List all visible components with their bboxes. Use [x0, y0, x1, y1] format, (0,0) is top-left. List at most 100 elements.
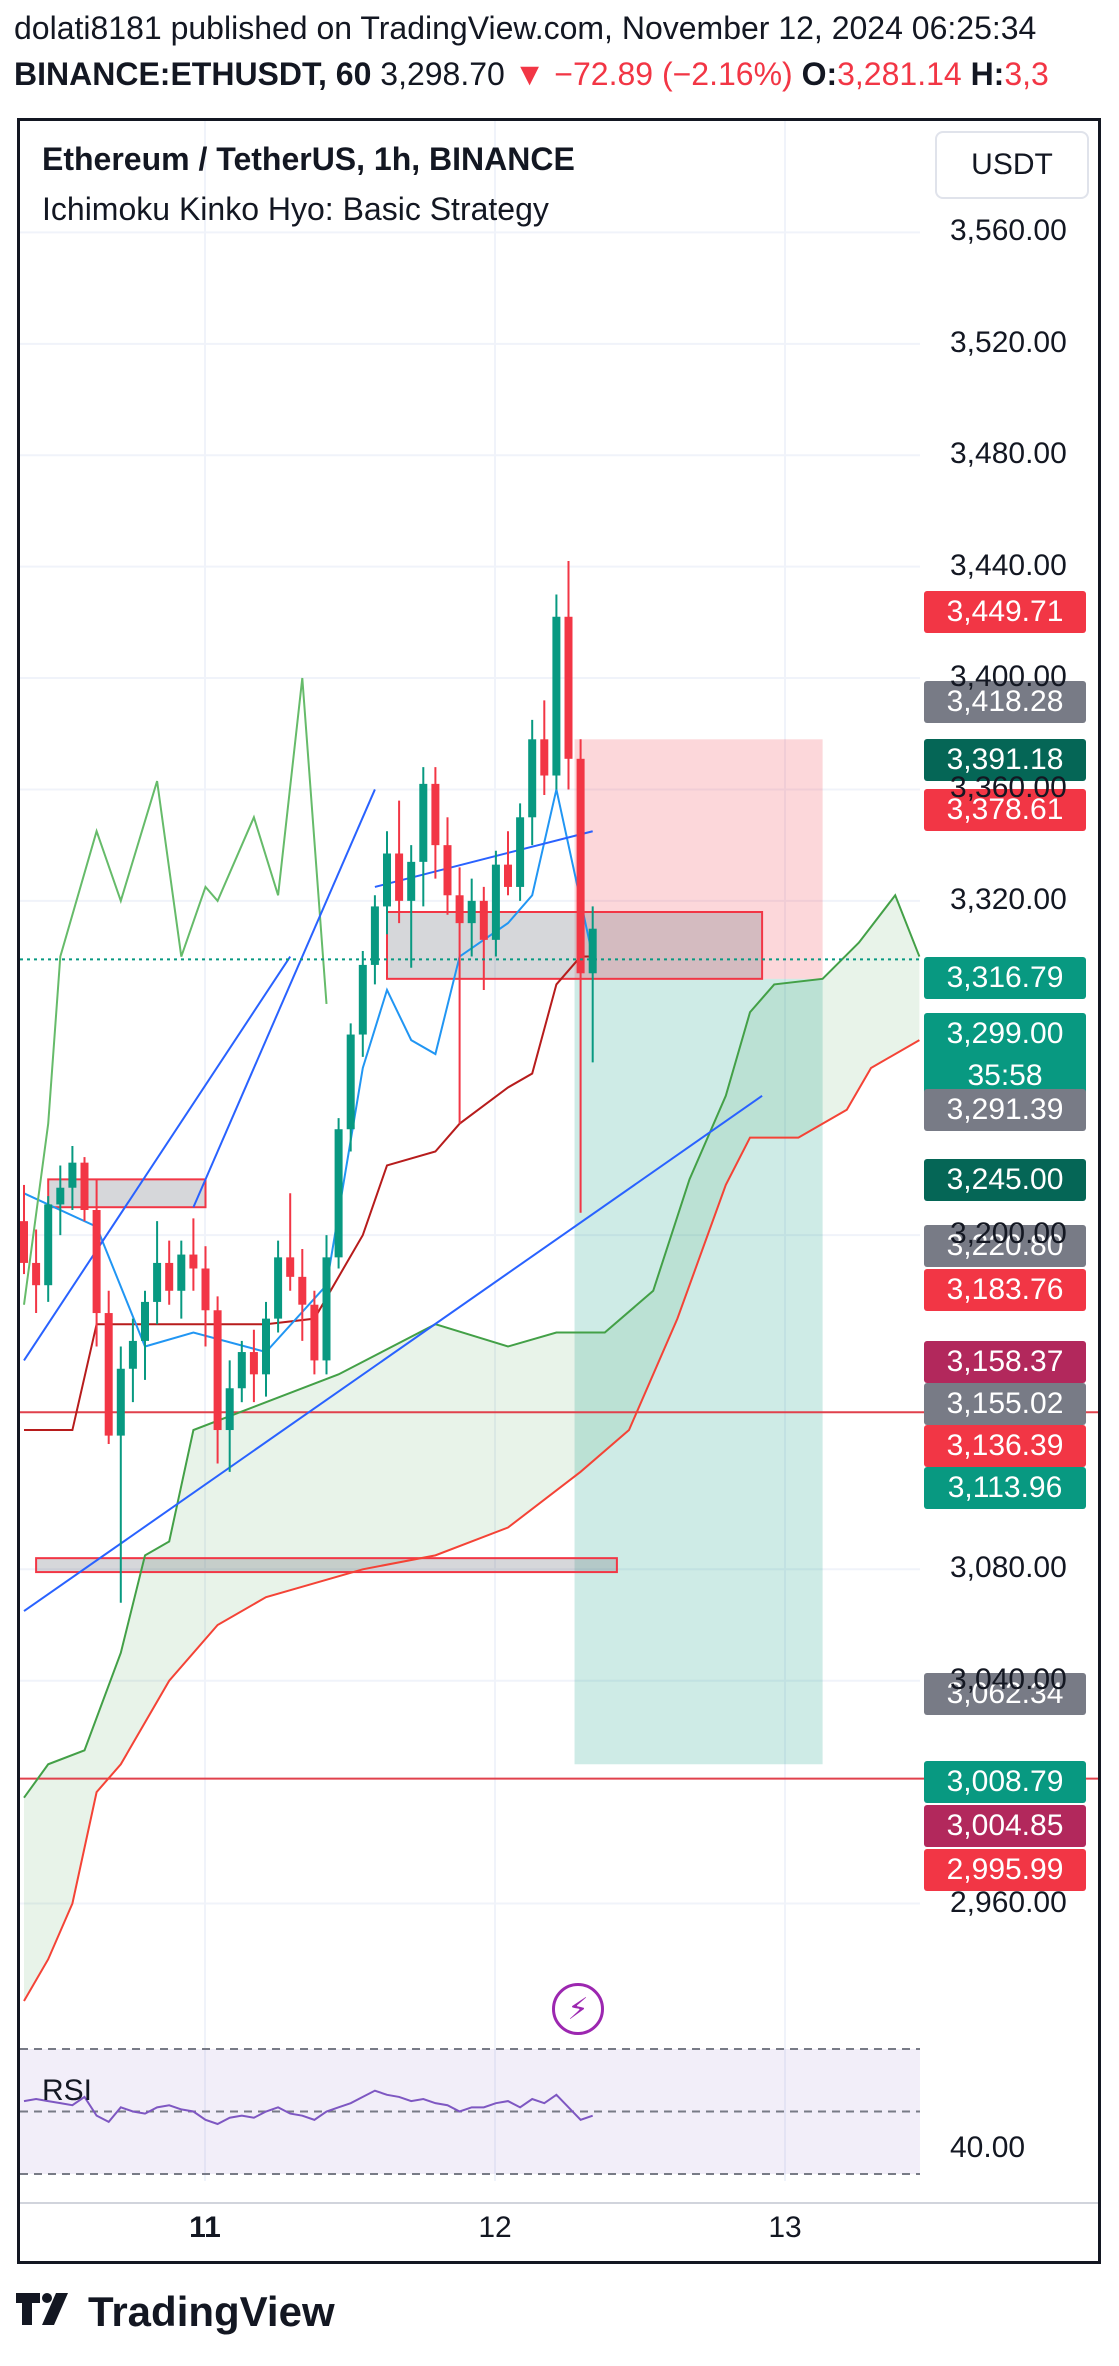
- candle-body: [540, 739, 549, 776]
- publish-info: dolati8181 published on TradingView.com,…: [14, 10, 1036, 47]
- candle-body: [165, 1262, 174, 1291]
- candle-body: [286, 1257, 295, 1277]
- kumo-cloud: [24, 895, 920, 2001]
- kijun-sen-line: [24, 955, 593, 1432]
- price-tag: 3,155.02: [924, 1383, 1086, 1425]
- price-tag: 3,004.85: [924, 1805, 1086, 1847]
- chart-title: Ethereum / TetherUS, 1h, BINANCE: [42, 141, 575, 177]
- symbol-line: BINANCE:ETHUSDT, 60 3,298.70 ▼ −72.89 (−…: [14, 56, 1049, 93]
- y-tick-label: 2,960.00: [950, 1885, 1067, 1919]
- candle-body: [479, 900, 488, 940]
- trend-line: [23, 956, 292, 1361]
- candle-body: [68, 1162, 77, 1188]
- candle-body: [504, 864, 512, 887]
- candle-body: [588, 928, 597, 974]
- price-tag: 3,316.79: [924, 957, 1086, 999]
- chart-frame: Ethereum / TetherUS, 1h, BINANCE Ichimok…: [17, 118, 1101, 2264]
- lightning-icon[interactable]: ⚡: [552, 1983, 604, 2035]
- candle-body: [32, 1262, 41, 1286]
- x-tick-label: 11: [189, 2211, 221, 2244]
- candle-body: [358, 964, 367, 1035]
- y-tick-label: 3,560.00: [950, 214, 1067, 248]
- candle-body: [80, 1162, 89, 1211]
- candle-body: [274, 1257, 283, 1319]
- y-tick-label: 3,080.00: [950, 1551, 1067, 1585]
- open-label: O:: [801, 56, 838, 92]
- open-value: 3,281.14: [837, 56, 962, 92]
- chikou-span-line: [23, 677, 328, 1305]
- candle-body: [116, 1368, 125, 1436]
- price-tag-value: 3,299.00: [946, 1017, 1064, 1050]
- price-tag: 3,136.39: [924, 1425, 1086, 1467]
- candle-body: [491, 864, 500, 940]
- candle-body: [383, 853, 391, 907]
- candle-body: [528, 739, 537, 818]
- candle-body: [249, 1352, 258, 1375]
- candle-body: [177, 1254, 186, 1291]
- x-tick-label: 13: [768, 2211, 802, 2244]
- candle-body: [44, 1204, 53, 1286]
- price-tag: 3,008.79: [924, 1761, 1086, 1803]
- candle-body: [322, 1257, 331, 1361]
- high-label: H:: [970, 56, 1005, 92]
- candle-body: [153, 1262, 162, 1302]
- candle-body: [443, 845, 452, 896]
- candle-body: [576, 758, 585, 974]
- price-tag: 3,449.71: [924, 591, 1086, 633]
- price-tag: 3,299.00 35:58: [924, 1013, 1086, 1097]
- candle-body: [298, 1276, 307, 1305]
- candle-body: [455, 895, 464, 924]
- y-tick-label: 3,480.00: [950, 437, 1067, 471]
- rsi-line: [23, 2089, 594, 2126]
- y-tick-label: 3,400.00: [950, 660, 1067, 694]
- y-tick-label: 3,320.00: [950, 882, 1067, 916]
- price-tag: 3,113.96: [924, 1467, 1086, 1509]
- candle-body: [310, 1304, 319, 1361]
- price-tag: 3,418.28: [924, 681, 1086, 723]
- senkou-span-a-line: [23, 893, 921, 1799]
- candle-body: [237, 1352, 246, 1389]
- candle-body: [552, 616, 561, 776]
- indicator-title: Ichimoku Kinko Hyo: Basic Strategy: [42, 191, 549, 227]
- candle-body: [128, 1340, 137, 1369]
- price-tag: 3,245.00: [924, 1159, 1086, 1201]
- candle-body: [564, 616, 573, 759]
- candle-body: [516, 817, 525, 887]
- tradingview-logo-icon: [16, 2293, 68, 2325]
- high-value: 3,3: [1004, 56, 1049, 92]
- publish-text: dolati8181 published on TradingView.com,…: [14, 10, 1037, 46]
- price-tag: 3,220.80: [924, 1225, 1086, 1267]
- candle-body: [262, 1318, 270, 1375]
- chart-canvas[interactable]: [20, 121, 1101, 2264]
- last-price: 3,298.70: [380, 56, 505, 92]
- candle-body: [346, 1034, 355, 1130]
- candle-body: [407, 861, 416, 901]
- candle-body: [201, 1268, 210, 1311]
- stop-loss-zone: [574, 739, 823, 979]
- tradingview-wordmark: TradingView: [88, 2288, 335, 2335]
- candle-body: [370, 906, 379, 965]
- price-tag: 3,391.18: [924, 739, 1086, 781]
- candle-body: [92, 1210, 101, 1314]
- tradingview-footer: TradingView: [16, 2288, 335, 2336]
- candle-body: [56, 1187, 65, 1205]
- price-tag: 2,995.99: [924, 1849, 1086, 1891]
- rsi-label: RSI: [42, 2074, 93, 2107]
- y-tick-label: 3,520.00: [950, 325, 1067, 359]
- take-profit-zone: [574, 978, 823, 1765]
- y-tick-label: 3,040.00: [950, 1662, 1067, 1696]
- symbol-label: BINANCE:ETHUSDT, 60: [14, 56, 372, 92]
- candle-body: [20, 1221, 28, 1263]
- candle-body: [213, 1310, 222, 1431]
- price-change: ▼ −72.89 (−2.16%): [513, 56, 793, 92]
- price-tag: 3,291.39: [924, 1089, 1086, 1131]
- candle-body: [141, 1301, 149, 1341]
- price-tag: 3,183.76: [924, 1269, 1086, 1311]
- candle-body: [419, 783, 428, 862]
- y-tick-label: 3,360.00: [950, 771, 1067, 805]
- currency-button[interactable]: USDT: [935, 131, 1089, 199]
- rsi-axis-label: 40.00: [950, 2131, 1026, 2164]
- candle-body: [395, 853, 404, 901]
- candle-body: [431, 783, 440, 846]
- candle-body: [334, 1129, 343, 1258]
